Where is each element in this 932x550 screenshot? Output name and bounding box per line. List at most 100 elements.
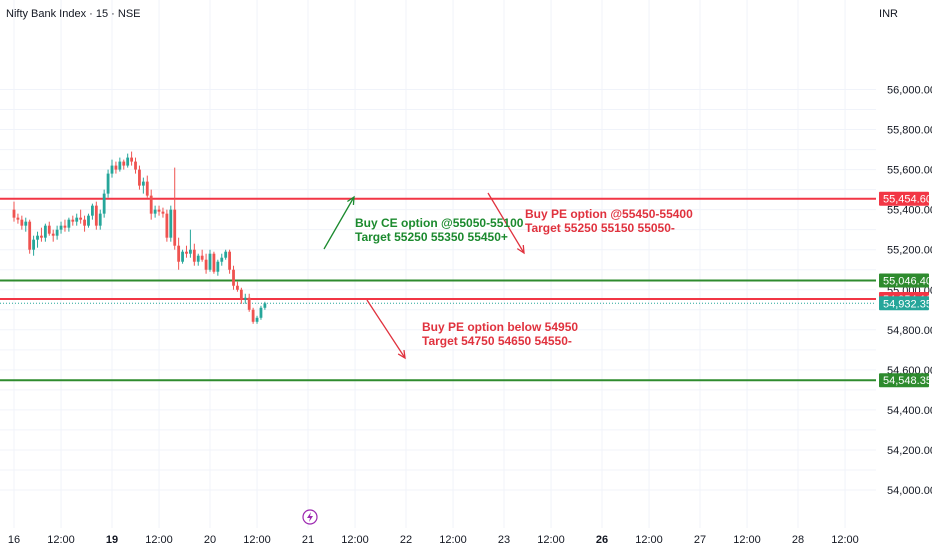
candle-body — [71, 219, 75, 222]
candle-body — [94, 205, 98, 226]
x-tick-label: 22 — [400, 534, 412, 546]
candle-body — [75, 217, 79, 222]
candle-body — [204, 259, 208, 270]
y-tick-label: 55,200.00 — [887, 245, 932, 257]
candle-body — [122, 161, 126, 166]
arrow-pe-below-head — [397, 349, 406, 360]
y-tick-label: 55,600.00 — [887, 165, 932, 177]
chart-title: Nifty Bank Index · 15 · NSE — [6, 8, 141, 20]
candle-body — [106, 173, 110, 194]
x-tick-label: 23 — [498, 534, 510, 546]
x-tick-label: 12:00 — [243, 534, 271, 546]
candle-body — [47, 225, 51, 234]
candle-body — [247, 297, 251, 310]
candle-body — [110, 165, 114, 174]
last-price-tag — [879, 296, 929, 311]
candle-body — [173, 209, 177, 246]
candle-body — [141, 181, 145, 186]
y-tick-label: 54,000.00 — [887, 485, 932, 497]
candle-body — [28, 221, 32, 250]
level-tag — [879, 191, 929, 206]
candles — [12, 151, 267, 324]
level-tag-text: 55,454.60 — [883, 194, 932, 206]
annotation-ce-line: Target 55250 55350 55450+ — [355, 230, 508, 244]
candle-body — [102, 193, 106, 214]
candle-body — [126, 157, 130, 166]
grid-lines — [0, 0, 876, 528]
candle-body — [16, 217, 20, 220]
arrow-pe-below — [366, 299, 406, 359]
annotation-ce-line: Buy CE option @55050-55100 — [355, 216, 524, 230]
level-tag-text: 54,548.35 — [883, 375, 932, 387]
candle-body — [220, 257, 224, 262]
candle-body — [24, 221, 28, 226]
candle-body — [236, 285, 239, 290]
candle-body — [263, 303, 267, 308]
last-price-tag-text: 54,932.35 — [883, 298, 932, 310]
candle-body — [243, 297, 247, 300]
candle-body — [196, 255, 200, 262]
candle-body — [36, 235, 39, 240]
level-tag-text: 55,046.40 — [883, 275, 932, 287]
x-tick-label: 20 — [204, 534, 216, 546]
lightning-icon — [307, 512, 313, 522]
candle-body — [118, 161, 122, 170]
candle-body — [157, 209, 161, 212]
candle-body — [145, 181, 149, 196]
candle-body — [87, 215, 90, 226]
candle-body — [192, 249, 196, 262]
candle-body — [200, 255, 204, 260]
candle-body — [149, 195, 153, 214]
candle-body — [232, 269, 235, 286]
event-marker[interactable] — [302, 509, 318, 525]
candle-body — [59, 225, 63, 230]
candle-body — [169, 209, 173, 238]
candle-body — [12, 209, 16, 218]
candle-body — [91, 205, 94, 216]
annotation-pe_below-line: Buy PE option below 54950 — [422, 320, 578, 334]
y-tick-label: 55,400.00 — [887, 205, 932, 217]
candle-body — [228, 251, 231, 270]
x-tick-label: 16 — [8, 534, 20, 546]
arrow-pe-above — [487, 192, 525, 254]
annotation-arrows — [323, 192, 525, 360]
y-tick-label: 55,800.00 — [887, 125, 932, 137]
y-tick-label: 54,800.00 — [887, 325, 932, 337]
candle-body — [98, 213, 102, 226]
time-axis[interactable]: 16 12:00 19 12:00 20 12:00 21 12:00 22 12:00 23 12:… — [8, 534, 859, 546]
candle-body — [165, 213, 169, 238]
x-tick-label: 12:00 — [145, 534, 173, 546]
y-tick-label: 56,000.00 — [887, 85, 932, 97]
candle-body — [251, 309, 255, 322]
candle-body — [114, 165, 118, 170]
x-tick-label: 12:00 — [831, 534, 859, 546]
candle-body — [138, 169, 141, 186]
y-tick-label: 54,200.00 — [887, 445, 932, 457]
candle-body — [83, 219, 86, 226]
candle-body — [224, 251, 228, 258]
x-tick-label: 12:00 — [733, 534, 761, 546]
arrow-pe-above-head — [516, 244, 525, 255]
y-tick-label: 54,400.00 — [887, 405, 932, 417]
price-axis[interactable]: 56,000.00 55,800.00 55,600.00 55,400.00 55,2… — [887, 85, 932, 498]
candle-body — [255, 317, 259, 322]
x-tick-label: 28 — [792, 534, 804, 546]
candle-body — [20, 219, 24, 226]
candle-body — [185, 251, 188, 254]
candle-body — [55, 229, 59, 236]
x-tick-label: 26 — [596, 534, 608, 546]
price-tags: 55,454.6055,046.4054,954.1054,548.3554,9… — [879, 191, 932, 388]
annotation-pe_above-line: Buy PE option @55450-55400 — [525, 207, 693, 221]
candle-body — [134, 161, 137, 170]
x-tick-label: 12:00 — [47, 534, 75, 546]
x-tick-label: 21 — [302, 534, 314, 546]
annotation-pe_above-line: Target 55250 55150 55050- — [525, 221, 675, 235]
candle-body — [208, 253, 212, 270]
candle-body — [259, 307, 263, 318]
candle-body — [32, 239, 35, 250]
x-tick-label: 12:00 — [341, 534, 369, 546]
level-tag — [879, 373, 929, 388]
